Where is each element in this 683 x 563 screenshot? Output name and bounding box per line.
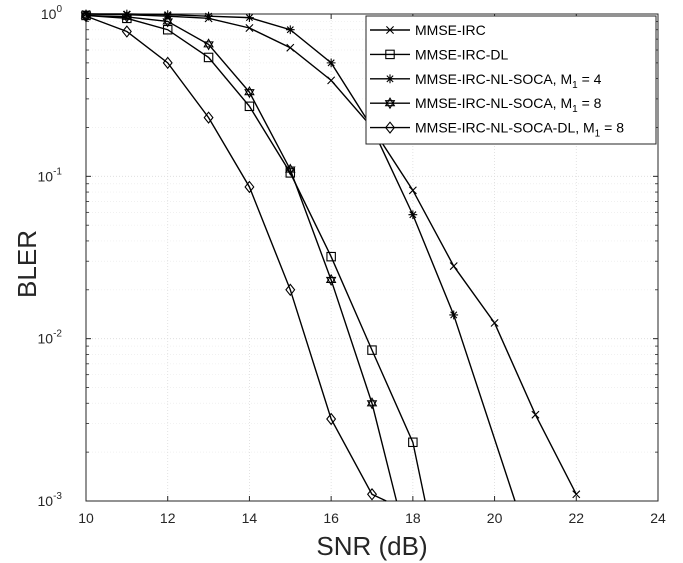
marker-asterisk: [204, 11, 213, 21]
y-tick-exponent: -3: [53, 491, 62, 502]
x-axis-label: SNR (dB): [316, 531, 427, 561]
y-tick-label: 100: [41, 4, 63, 22]
marker-diamond: [384, 121, 396, 134]
marker-hexagram-triangle-up: [244, 86, 255, 96]
plot-frame: [85, 13, 659, 502]
y-tick-exponent: -1: [53, 166, 62, 177]
marker-asterisk: [326, 58, 336, 68]
marker-hexagram: [162, 15, 173, 28]
marker-diamond: [203, 111, 214, 124]
marker-hexagram: [384, 97, 396, 110]
marker-hexagram: [285, 163, 296, 176]
legend-box: [365, 15, 657, 145]
marker-asterisk: [408, 210, 418, 220]
marker-hexagram-triangle-down: [325, 276, 337, 287]
marker-x: [449, 262, 458, 271]
series-4: [80, 9, 398, 502]
legend-suffix: = 4: [578, 71, 602, 87]
legend-label: MMSE-IRC-NL-SOCA, M1 = 8: [415, 95, 602, 115]
x-tick-label: 20: [487, 510, 503, 526]
marker-hexagram: [244, 86, 255, 99]
x-tick-label: 18: [405, 510, 421, 526]
marker-hexagram-triangle-up: [366, 397, 378, 407]
marker-square: [367, 345, 377, 355]
marker-hexagram-triangle-up: [285, 163, 296, 173]
marker-x: [408, 186, 417, 195]
legend-label: MMSE-IRC-NL-SOCA-DL, M1 = 8: [415, 120, 624, 140]
marker-hexagram-triangle-up: [121, 10, 133, 20]
marker-hexagram-triangle-down: [285, 166, 296, 176]
marker-diamond: [244, 180, 255, 194]
x-tick-label: 16: [323, 510, 339, 526]
marker-square: [244, 101, 255, 112]
marker-x: [531, 410, 540, 419]
marker-square: [203, 52, 214, 63]
marker-hexagram-triangle-down: [203, 41, 214, 51]
marker-hexagram-triangle-up: [384, 97, 396, 107]
marker-hexagram: [366, 397, 378, 410]
series-line: [85, 14, 398, 502]
marker-hexagram: [121, 10, 133, 23]
legend-subscript: 1: [572, 80, 578, 91]
marker-asterisk: [285, 25, 295, 35]
x-tick-label: 12: [160, 510, 176, 526]
marker-hexagram-triangle-down: [121, 13, 133, 23]
marker-asterisk: [81, 9, 91, 19]
marker-x: [490, 318, 499, 327]
legend: MMSE-IRC MMSE-IRC-DL MMSE-IRC-NL-SOCA, M1 …: [365, 15, 657, 145]
marker-asterisk: [163, 10, 173, 20]
marker-diamond: [366, 488, 378, 501]
marker-hexagram-triangle-down: [384, 100, 396, 110]
y-tick-exponent: -2: [53, 329, 62, 340]
x-tick-label: 22: [568, 510, 584, 526]
marker-x: [245, 24, 254, 32]
marker-hexagram-triangle-down: [244, 89, 255, 99]
marker-asterisk: [245, 13, 254, 23]
marker-hexagram-triangle-down: [366, 400, 378, 410]
marker-hexagram-triangle-down: [162, 18, 173, 28]
legend-label: MMSE-IRC-DL: [415, 46, 509, 62]
legend-subscript: 1: [572, 104, 578, 115]
marker-diamond: [80, 9, 92, 23]
legend-label: MMSE-IRC: [415, 22, 486, 38]
marker-hexagram: [325, 273, 337, 287]
x-tick-label: 10: [78, 510, 94, 526]
marker-x: [386, 26, 394, 34]
marker-diamond: [162, 56, 173, 70]
series-line: [85, 14, 426, 502]
marker-asterisk: [385, 74, 395, 84]
marker-x: [572, 490, 581, 499]
x-tick-label: 24: [650, 510, 666, 526]
y-tick-exponent: 0: [56, 4, 62, 15]
marker-hexagram-triangle-up: [325, 273, 337, 284]
marker-square: [326, 251, 336, 262]
marker-asterisk: [449, 310, 459, 320]
marker-hexagram-triangle-up: [162, 15, 173, 25]
marker-diamond: [326, 412, 337, 426]
y-tick-label: 10-3: [38, 491, 63, 509]
marker-diamond: [121, 25, 132, 38]
series-line: [85, 15, 387, 502]
y-axis-label: BLER: [12, 230, 42, 298]
y-tick-label: 10-1: [38, 166, 63, 184]
marker-square: [385, 49, 395, 60]
legend-subscript: 1: [595, 129, 601, 140]
marker-square: [408, 437, 418, 448]
legend-label: MMSE-IRC-NL-SOCA, M1 = 4: [415, 71, 602, 91]
marker-hexagram: [203, 38, 214, 51]
legend-suffix: = 8: [578, 95, 602, 111]
series-5: [80, 9, 387, 502]
marker-x: [286, 43, 295, 52]
series-group: [80, 9, 581, 502]
marker-diamond: [285, 283, 296, 297]
marker-x: [327, 76, 336, 85]
x-tick-label: 14: [242, 510, 258, 526]
y-tick-label: 10-2: [38, 329, 63, 347]
marker-hexagram-triangle-up: [203, 38, 214, 48]
legend-suffix: = 8: [600, 120, 624, 136]
